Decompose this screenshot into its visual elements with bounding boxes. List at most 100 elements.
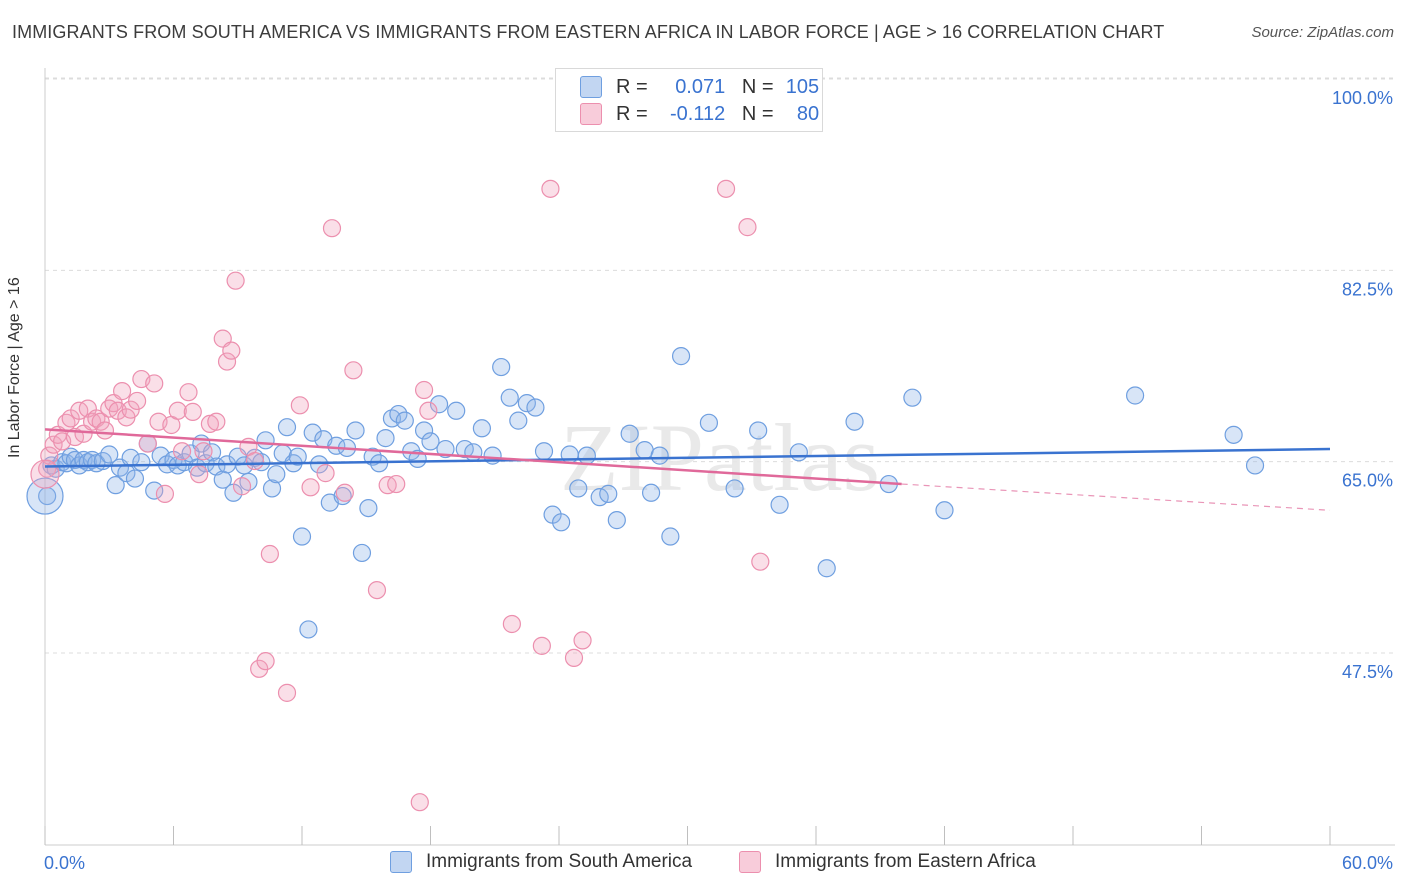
point-south-america [935, 501, 954, 520]
point-eastern-africa [277, 683, 297, 702]
legend-row-south-america: R = 0.071 N = 105 [580, 75, 819, 99]
point-eastern-africa [564, 648, 584, 667]
point-south-america [277, 418, 297, 437]
y-tick-label: 65.0% [1342, 471, 1393, 491]
point-eastern-africa [573, 631, 592, 650]
legend-r-value: -0.112 [670, 102, 726, 125]
point-south-america [447, 401, 466, 420]
correlation-legend: R = 0.071 N = 105 R = -0.112 N = 80 [555, 68, 823, 132]
y-tick-label: 100.0% [1332, 88, 1393, 108]
legend-item-eastern-africa[interactable]: Immigrants from Eastern Africa [739, 851, 1036, 873]
point-south-america [252, 453, 271, 472]
y-axis-label: In Labor Force | Age > 16 [6, 277, 23, 458]
point-eastern-africa [541, 179, 560, 198]
source-credit: Source: ZipAtlas.com [1251, 24, 1394, 41]
point-south-america [789, 443, 808, 462]
point-south-america [262, 479, 282, 498]
trendline-extension-eastern-africa [901, 483, 1331, 511]
point-eastern-africa [155, 484, 175, 503]
point-south-america [661, 527, 680, 546]
legend-n-label: N = [741, 75, 774, 98]
legend-r-value: 0.071 [675, 75, 726, 98]
legend-label: Immigrants from South America [426, 851, 693, 872]
point-south-america [299, 620, 318, 639]
point-south-america [1224, 425, 1243, 444]
point-south-america [125, 469, 145, 488]
point-south-america [346, 421, 365, 440]
point-eastern-africa [172, 442, 192, 461]
y-tick-label: 47.5% [1342, 662, 1393, 682]
point-eastern-africa [344, 361, 363, 380]
point-eastern-africa [190, 465, 209, 484]
point-eastern-africa [290, 396, 309, 415]
point-eastern-africa [419, 401, 438, 420]
point-eastern-africa [194, 442, 213, 461]
point-south-america [650, 446, 669, 465]
point-south-america [333, 486, 352, 506]
point-eastern-africa [145, 374, 164, 393]
point-south-america [376, 429, 395, 448]
legend-r-label: R = [616, 102, 648, 125]
point-south-america [607, 511, 626, 530]
series-legend: Immigrants from South America Immigrants… [0, 851, 1406, 879]
point-south-america [534, 442, 554, 461]
point-south-america [641, 483, 661, 502]
chart-title: IMMIGRANTS FROM SOUTH AMERICA VS IMMIGRA… [12, 22, 1165, 42]
point-eastern-africa [367, 580, 387, 600]
point-eastern-africa [127, 391, 147, 411]
point-south-america [845, 412, 864, 431]
point-eastern-africa [91, 412, 110, 431]
point-south-america [106, 476, 125, 495]
point-south-america [817, 559, 836, 578]
point-eastern-africa [112, 382, 132, 401]
trendline-south-america [44, 447, 1331, 468]
legend-swatch-pink [739, 851, 761, 873]
point-south-america [132, 453, 151, 472]
legend-swatch-pink [580, 103, 602, 125]
point-eastern-africa [335, 483, 354, 502]
point-eastern-africa [245, 451, 264, 471]
point-south-america [421, 432, 440, 451]
point-south-america [770, 495, 789, 514]
point-eastern-africa [322, 219, 342, 238]
legend-row-eastern-africa: R = -0.112 N = 80 [580, 102, 819, 126]
legend-item-south-america[interactable]: Immigrants from South America [390, 851, 692, 873]
legend-label: Immigrants from Eastern Africa [775, 851, 1036, 872]
point-south-america [389, 404, 408, 424]
point-south-america [472, 419, 491, 438]
point-south-america [517, 394, 536, 413]
point-south-america [903, 388, 922, 407]
legend-n-value: 80 [796, 102, 820, 125]
point-south-america [303, 423, 322, 442]
point-south-america [429, 395, 449, 414]
point-south-america [509, 411, 528, 430]
point-eastern-africa [232, 477, 252, 496]
legend-swatch-blue [390, 851, 412, 873]
point-eastern-africa [260, 544, 279, 564]
point-eastern-africa [532, 636, 551, 655]
point-south-america [327, 436, 346, 455]
point-south-america [436, 439, 455, 459]
point-eastern-africa [410, 793, 429, 812]
point-south-america [256, 431, 275, 450]
point-eastern-africa [716, 179, 736, 198]
point-eastern-africa [138, 434, 157, 453]
legend-swatch-blue [580, 76, 602, 98]
point-south-america [292, 527, 312, 546]
point-eastern-africa [95, 421, 115, 440]
point-south-america [671, 347, 691, 366]
x-tick-label: 60.0% [1342, 853, 1393, 873]
point-south-america [414, 421, 434, 440]
point-south-america [288, 447, 307, 466]
point-eastern-africa [168, 401, 187, 420]
point-eastern-africa [751, 552, 770, 571]
point-south-america [526, 398, 545, 417]
x-tick-label: 0.0% [44, 853, 85, 873]
point-south-america [599, 484, 618, 503]
point-south-america [267, 465, 286, 484]
legend-n-label: N = [741, 102, 774, 125]
point-south-america [699, 413, 719, 432]
point-eastern-africa [301, 478, 320, 497]
point-south-america [552, 513, 571, 532]
